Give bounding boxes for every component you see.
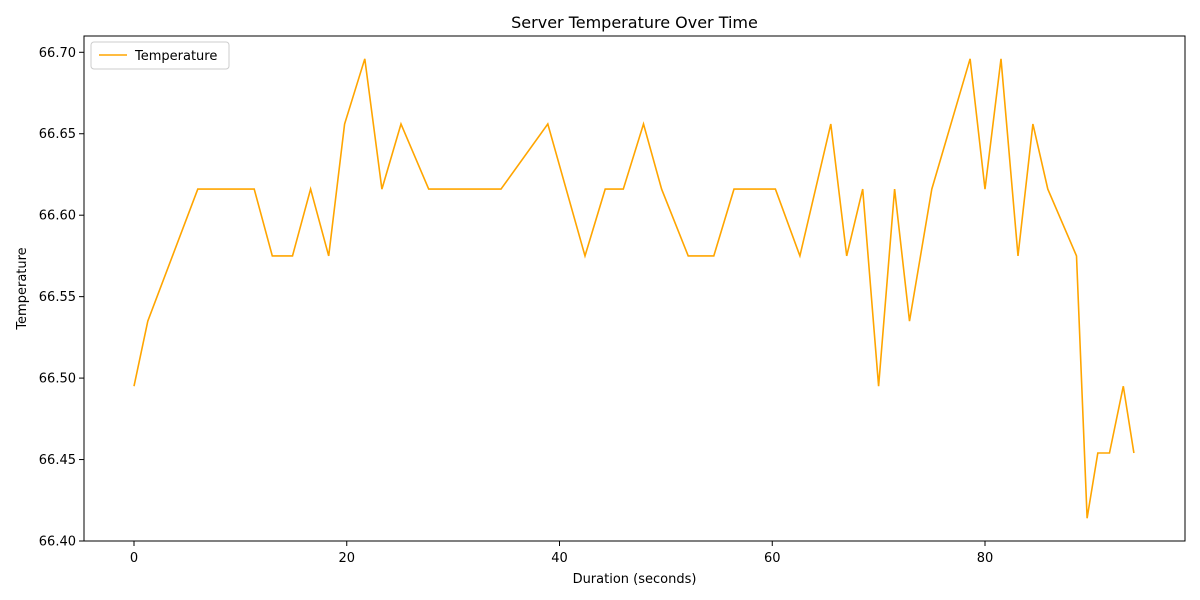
x-tick-label: 80 xyxy=(977,551,994,566)
y-tick-label: 66.45 xyxy=(39,453,76,468)
series-layer xyxy=(133,58,1135,519)
y-axis: 66.40 66.45 66.50 66.55 66.60 66.65 66.70 xyxy=(39,46,84,550)
y-tick-label: 66.55 xyxy=(39,290,76,305)
plot-area xyxy=(83,35,1186,542)
y-tick-label: 66.70 xyxy=(39,46,76,61)
y-tick-label: 66.65 xyxy=(39,127,76,142)
y-tick-label: 66.50 xyxy=(39,372,76,387)
y-tick-label: 66.40 xyxy=(39,535,76,550)
legend: Temperature xyxy=(90,41,230,70)
x-tick-label: 20 xyxy=(338,551,355,566)
legend-box xyxy=(90,41,230,70)
x-tick-label: 0 xyxy=(130,551,138,566)
legend-label: Temperature xyxy=(134,49,217,64)
x-tick-label: 60 xyxy=(764,551,781,566)
series-line-temperature xyxy=(133,58,1135,519)
x-axis-label: Duration (seconds) xyxy=(573,572,697,587)
x-axis: 0 20 40 60 80 xyxy=(130,541,993,566)
y-tick-label: 66.60 xyxy=(39,209,76,224)
chart-title: Server Temperature Over Time xyxy=(511,13,758,32)
x-tick-label: 40 xyxy=(551,551,568,566)
y-axis-label: Temperature xyxy=(15,247,30,330)
